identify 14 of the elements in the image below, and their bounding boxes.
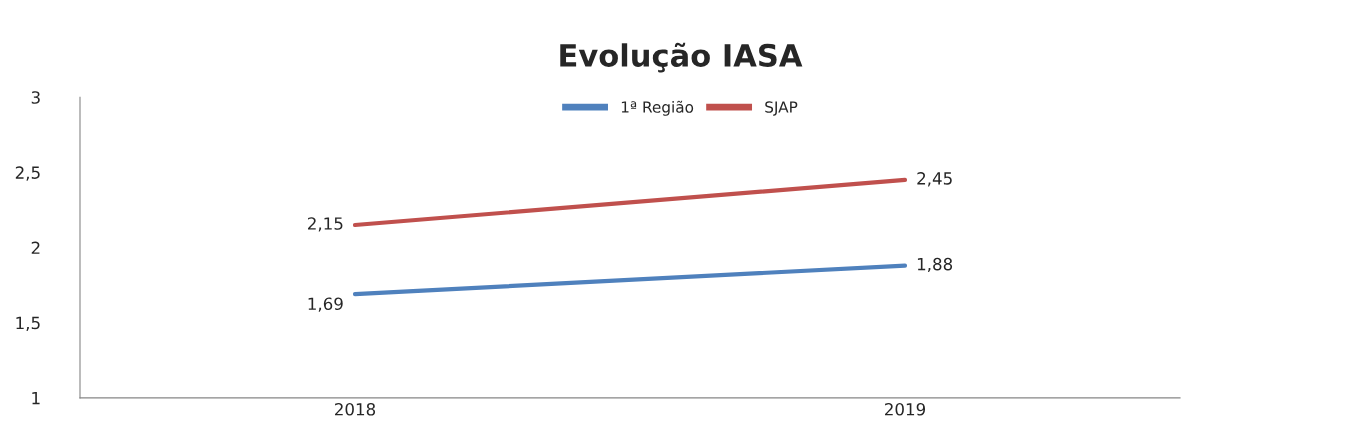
x-tick-label: 2019 (885, 402, 926, 416)
data-label: 2,45 (917, 172, 952, 187)
y-tick-label: 3 (31, 91, 40, 104)
x-tick-label: 2018 (335, 402, 376, 416)
legend-label: SJAP (765, 101, 798, 116)
legend-label: 1ª Região (621, 100, 694, 116)
data-label: 1,69 (308, 297, 343, 312)
y-tick-label: 2 (31, 241, 40, 254)
y-tick-label: 1 (32, 392, 40, 405)
y-tick-label: 1,5 (16, 316, 40, 331)
data-label: 2,15 (308, 217, 343, 232)
data-label: 1,88 (917, 257, 953, 273)
chart-title: Evolução IASA (560, 42, 803, 73)
y-tick-label: 2,5 (15, 166, 40, 181)
